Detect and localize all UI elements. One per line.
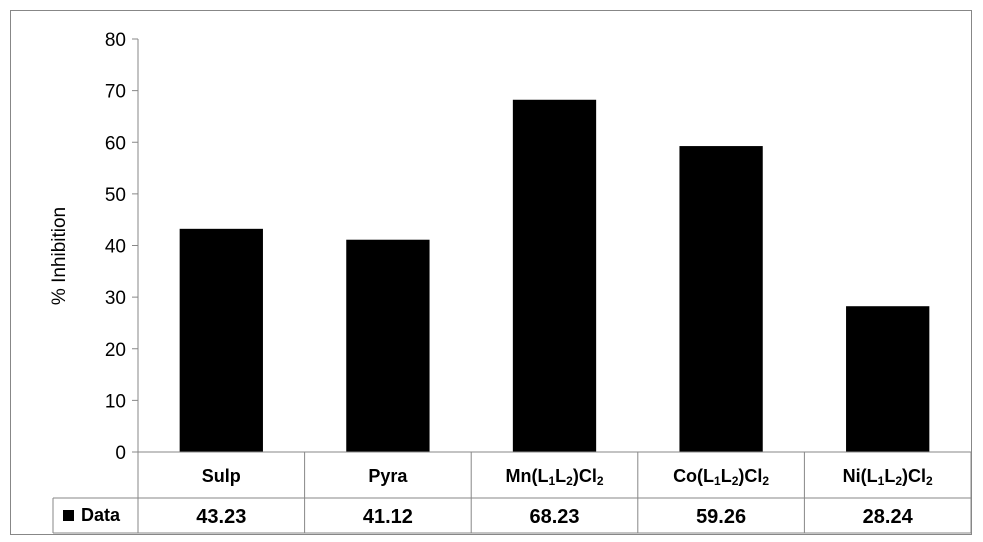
data-label: 28.24 [863,506,914,528]
bar-chart: 0 10 20 30 40 50 60 70 80 Sulp Pyra Mn(L1L2)Cl2 Co(… [49,30,972,534]
y-axis: 0 10 20 30 40 50 60 70 80 [105,30,139,464]
bar [179,228,263,452]
x-tick-label: Co(L1L2)Cl2 [673,466,769,488]
y-tick-label: 60 [105,133,126,154]
x-tick-label: Sulp [202,466,241,486]
x-tick-label: Ni(L1L2)Cl2 [843,466,933,488]
y-tick-label: 0 [115,443,126,464]
bars [179,99,930,452]
bar [846,306,930,452]
legend-entry: Data [81,505,121,525]
chart-frame: 0 10 20 30 40 50 60 70 80 Sulp Pyra Mn(L1L2)Cl2 Co(… [10,10,972,535]
data-label: 68.23 [529,506,579,528]
legend-key [63,510,74,521]
y-tick-label: 50 [105,185,126,206]
y-tick-label: 10 [105,391,126,412]
data-table: Sulp Pyra Mn(L1L2)Cl2 Co(L1L2)Cl2 Ni(L1L2)Cl… [52,451,972,534]
y-tick-label: 30 [105,288,126,309]
bar [346,239,430,452]
y-tick-label: 80 [105,30,126,51]
y-tick-label: 20 [105,340,126,361]
data-label: 59.26 [696,506,746,528]
bar [512,99,597,452]
data-label: 43.23 [196,506,246,528]
x-tick-label: Mn(L1L2)Cl2 [505,466,603,488]
y-axis-label: % Inhibition [49,207,70,305]
y-tick-label: 70 [105,82,126,103]
data-label: 41.12 [363,506,413,528]
y-tick-label: 40 [105,237,126,258]
x-tick-label: Pyra [368,466,408,486]
bar [679,146,763,452]
